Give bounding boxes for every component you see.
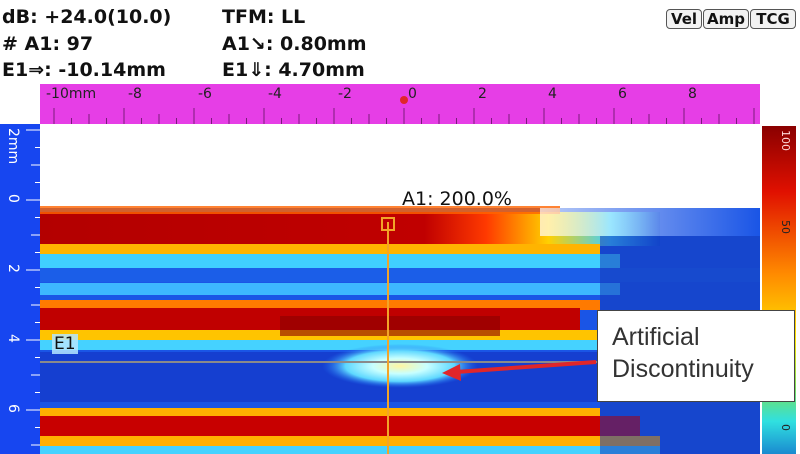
vertical-tick-label: 2 xyxy=(5,264,21,273)
horizontal-tick-label: 4 xyxy=(548,86,557,102)
horizontal-tick-label: -8 xyxy=(128,86,142,102)
horizontal-unit-label: -10mm xyxy=(46,86,97,102)
amplitude-button[interactable]: Amp xyxy=(703,9,749,29)
horizontal-tick-label: -2 xyxy=(338,86,352,102)
annotation-callout: Artificial Discontinuity xyxy=(597,310,795,402)
horizontal-tick-label: -4 xyxy=(268,86,282,102)
velocity-button[interactable]: Vel xyxy=(666,9,702,29)
vertical-ruler xyxy=(0,124,40,454)
vertical-unit-label: 2mm xyxy=(5,128,21,165)
palette-mid-label: 50 xyxy=(779,220,792,234)
annotation-arrow-head xyxy=(442,364,461,381)
probe-position-marker xyxy=(400,96,408,104)
palette-top-label: 100 xyxy=(779,130,792,151)
horizontal-tick-label: -6 xyxy=(198,86,212,102)
vertical-tick-label: 0 xyxy=(5,194,21,203)
tfm-mode-readout: TFM: LL xyxy=(222,6,306,28)
annotation-line-2: Discontinuity xyxy=(612,355,754,383)
a1-gate-label: A1: 200.0% xyxy=(402,188,512,210)
horizontal-tick-label: 2 xyxy=(478,86,487,102)
vertical-tick-label: 6 xyxy=(5,404,21,413)
a1-gate-marker[interactable] xyxy=(381,217,395,231)
tcg-button[interactable]: TCG xyxy=(750,9,796,29)
annotation-arrow xyxy=(455,360,597,374)
horizontal-tick-label: 8 xyxy=(688,86,697,102)
vertical-tick-label: 4 xyxy=(5,334,21,343)
horizontal-ruler xyxy=(40,84,760,124)
discontinuity-indication xyxy=(322,344,478,388)
a1-count-readout: # A1: 97 xyxy=(2,33,94,55)
color-palette xyxy=(762,126,796,454)
e1-position-readout: E1⇒: -10.14mm xyxy=(2,59,166,81)
palette-bottom-label: 0 xyxy=(779,424,792,431)
e1-cursor-label: E1 xyxy=(52,334,78,354)
a1-depth-readout: A1↘: 0.80mm xyxy=(222,33,367,55)
gain-readout: dB: +24.0(10.0) xyxy=(2,6,172,28)
horizontal-tick-label: 6 xyxy=(618,86,627,102)
annotation-line-1: Artificial xyxy=(612,323,700,351)
e1-depth-readout: E1⇓: 4.70mm xyxy=(222,59,365,81)
horizontal-tick-label: 0 xyxy=(408,86,417,102)
